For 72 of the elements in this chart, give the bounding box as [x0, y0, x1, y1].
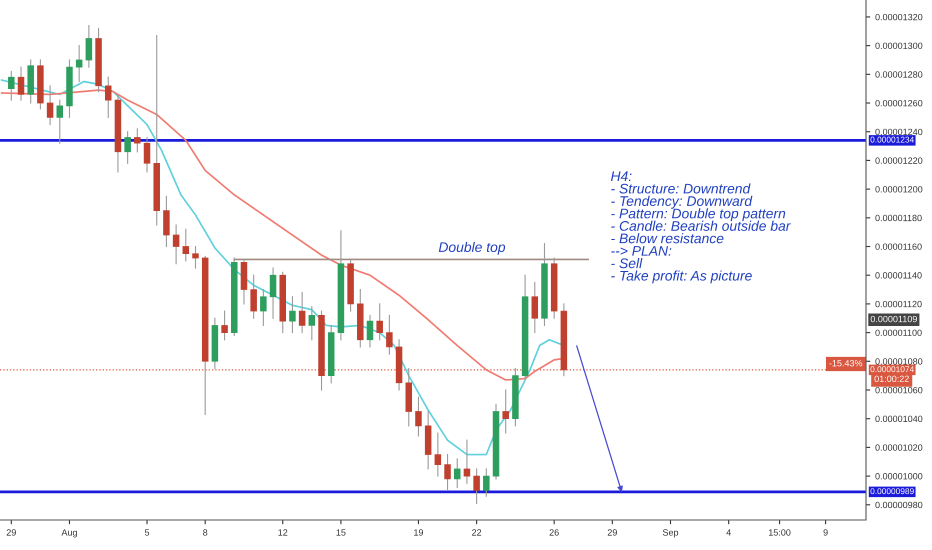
candlestick — [104, 76, 112, 118]
annotation: Double top — [438, 242, 506, 255]
x-tick-label: 15 — [336, 529, 346, 536]
ref-line-label: 0.00001074 — [870, 366, 914, 372]
candlestick — [221, 310, 228, 340]
y-tick-label: 0.00001000 — [875, 473, 922, 480]
candlestick — [289, 296, 296, 334]
candlestick — [376, 303, 383, 340]
x-tick-label: 29 — [6, 529, 16, 536]
candlestick — [172, 224, 180, 264]
candlestick — [464, 440, 470, 484]
x-tick-label: 4 — [726, 529, 731, 536]
candlestick — [532, 282, 538, 334]
x-tick-label: 15:00 — [768, 529, 791, 536]
y-tick-label: 0.00001320 — [875, 14, 922, 20]
x-tick-label: 9 — [824, 529, 828, 536]
candlestick — [144, 136, 150, 172]
candlestick — [182, 228, 190, 262]
candlestick — [124, 131, 131, 164]
candlestick — [260, 289, 267, 326]
candlestick — [444, 454, 451, 491]
y-tick-label: 0.00001120 — [875, 300, 922, 308]
candlestick — [46, 85, 54, 126]
x-tick-label: 26 — [550, 529, 559, 536]
candlestick — [86, 24, 92, 68]
candlestick — [473, 468, 480, 504]
candlestick — [56, 100, 64, 144]
ref-line-label: 0.00001234 — [870, 136, 914, 143]
candlestick — [250, 274, 257, 319]
y-tick-label: 0.00001140 — [875, 272, 922, 279]
y-tick-label: 0.00001240 — [875, 128, 922, 136]
x-tick-label: 5 — [144, 529, 150, 536]
y-tick-label: 0.00001160 — [875, 243, 922, 250]
y-tick-label: 0.00001100 — [875, 330, 922, 336]
y-tick-label: 0.00001060 — [875, 386, 922, 394]
x-tick-label: Aug — [61, 529, 77, 538]
x-tick-label: 12 — [278, 529, 288, 536]
y-tick-label: 0.00001180 — [875, 214, 922, 222]
candlestick — [8, 70, 15, 101]
candlestick — [298, 292, 306, 334]
text: 01:00:22 — [874, 376, 909, 382]
annotation: -15.43% — [829, 360, 862, 366]
candlestick — [366, 314, 374, 348]
candlestick — [386, 314, 393, 355]
candlestick — [308, 306, 316, 340]
y-tick-label: 0.00001220 — [875, 157, 922, 164]
candlestick — [454, 458, 460, 488]
ref-line-label: 0.00000989 — [870, 488, 914, 494]
x-tick-label: 29 — [608, 529, 617, 536]
text: H4: - Structure: Downtrend - Tendency: Downward - Pattern: Double top pattern - Candle: Bearish outside bar - Below resistance --> PLAN: - Sell - Take profit: As picture — [610, 171, 791, 284]
candlestick — [415, 396, 422, 436]
candlestick — [483, 468, 490, 497]
x-tick-label: 22 — [472, 529, 482, 536]
y-tick-label: 0.00001260 — [875, 100, 922, 106]
y-tick-label: 0.00000980 — [875, 502, 922, 508]
y-tick-label: 0.00001040 — [875, 416, 922, 422]
candlestick — [76, 45, 82, 82]
candlestick — [502, 389, 509, 434]
y-tick-label: 0.00001080 — [875, 358, 922, 365]
x-tick-label: 19 — [414, 529, 424, 536]
candlestick — [270, 267, 276, 319]
x-tick-label: Sep — [662, 529, 678, 538]
x-tick-label: 8 — [203, 529, 208, 536]
candlestick — [18, 66, 24, 101]
y-tick-label: 0.00001020 — [875, 444, 922, 451]
candlestick — [192, 246, 199, 269]
y-tick-label: 0.00001300 — [875, 42, 922, 49]
y-tick-label: 0.00001280 — [875, 71, 922, 78]
y-tick-label: 0.00001200 — [875, 186, 922, 192]
candlestick — [434, 432, 442, 477]
candlestick — [134, 128, 141, 152]
text: 0.00001109 — [870, 316, 917, 322]
